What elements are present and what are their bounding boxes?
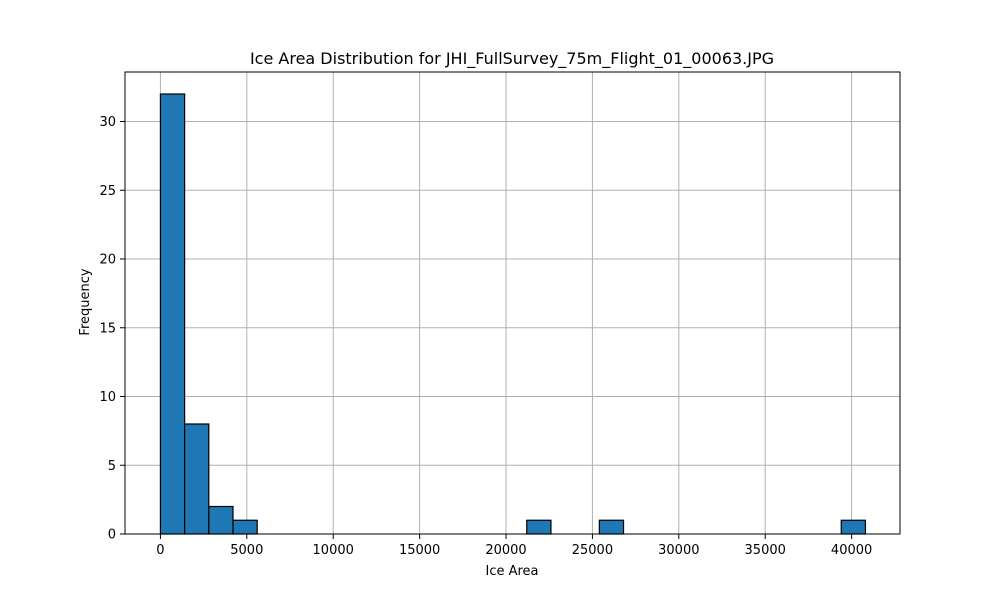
y-tick-label: 5 — [108, 459, 116, 474]
histogram-bar — [184, 423, 210, 535]
y-tick-label: 30 — [99, 115, 116, 130]
x-tick-label: 0 — [156, 543, 164, 558]
chart-title: Ice Area Distribution for JHI_FullSurvey… — [250, 49, 774, 69]
y-axis-label: Frequency — [78, 268, 93, 335]
histogram-bars — [159, 93, 867, 535]
x-tick-label: 35000 — [745, 543, 786, 558]
y-tick-label: 15 — [99, 321, 116, 336]
x-tick-label: 25000 — [572, 543, 613, 558]
x-axis-ticks: 0 5000 10000 15000 20000 25000 30000 35000 40000 — [156, 534, 872, 558]
y-tick-label: 10 — [99, 390, 116, 405]
y-tick-label: 20 — [99, 253, 116, 268]
histogram-bar — [159, 93, 186, 535]
x-tick-label: 30000 — [658, 543, 699, 558]
x-tick-label: 5000 — [230, 543, 263, 558]
y-tick-label: 25 — [99, 184, 116, 199]
histogram-bar — [598, 519, 625, 535]
histogram-bar — [526, 519, 552, 535]
x-tick-label: 10000 — [313, 543, 354, 558]
y-tick-label: 0 — [108, 528, 116, 543]
axes — [124, 71, 901, 535]
x-tick-label: 20000 — [485, 543, 526, 558]
histogram-bar — [232, 519, 258, 535]
histogram-bar — [840, 519, 867, 535]
x-tick-label: 15000 — [399, 543, 440, 558]
plot-frame — [124, 71, 901, 535]
x-tick-label: 40000 — [831, 543, 872, 558]
y-axis-ticks: 0 5 10 15 20 25 30 — [99, 115, 125, 543]
x-axis-label: Ice Area — [485, 564, 538, 579]
histogram-bar — [208, 505, 234, 535]
